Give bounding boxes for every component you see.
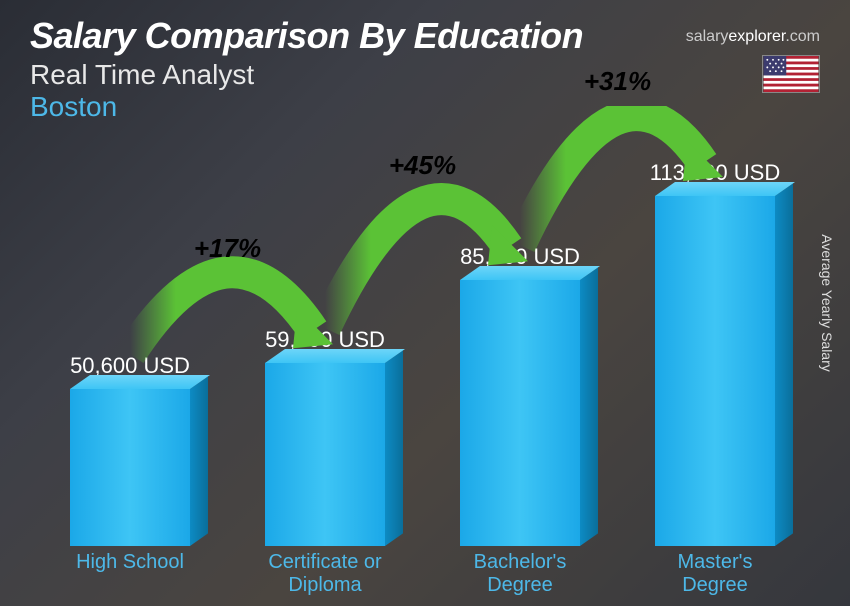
bar-chart: 50,600 USD High School 59,000 USD Certif… [0, 106, 850, 606]
increase-label: +45% [383, 150, 463, 181]
increase-label: +17% [188, 233, 268, 264]
chart-title: Salary Comparison By Education [30, 15, 583, 57]
watermark: salaryexplorer.com [686, 28, 820, 46]
bar-label: High School [60, 546, 200, 574]
us-flag-icon [762, 55, 820, 93]
chart-subtitle: Real Time Analyst [30, 59, 583, 91]
bar-group: 113,000 USD Master'sDegree [645, 196, 785, 546]
bar-group: 59,000 USD Certificate orDiploma [255, 363, 395, 546]
bar-label: Bachelor'sDegree [450, 546, 590, 597]
bar-group: 50,600 USD High School [60, 389, 200, 546]
bar-label: Master'sDegree [645, 546, 785, 597]
bar-label: Certificate orDiploma [255, 546, 395, 597]
increase-label: +31% [578, 66, 658, 97]
bar-group: 85,800 USD Bachelor'sDegree [450, 280, 590, 546]
